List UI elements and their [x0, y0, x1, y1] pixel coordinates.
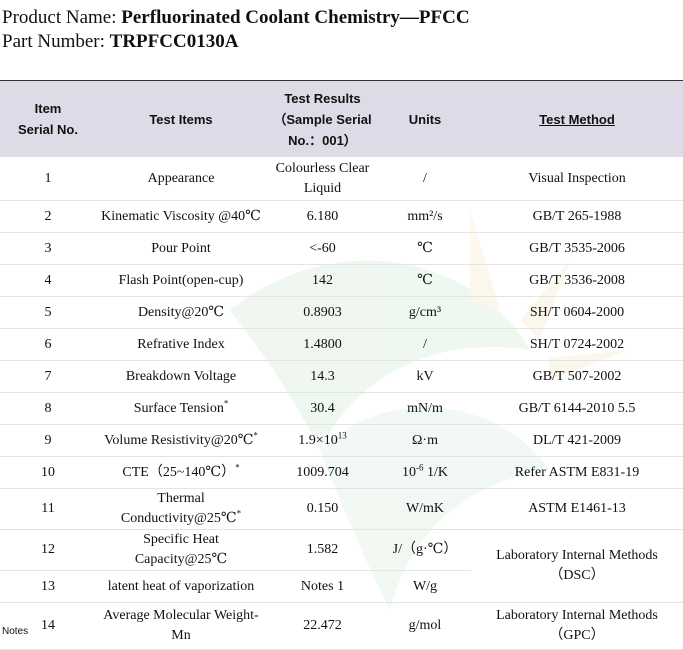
cell-serial: 11 [0, 488, 96, 530]
cell-method: ASTM E1461-13 [471, 488, 683, 530]
cell-test-item: Kinematic Viscosity @40℃ [96, 200, 266, 233]
cell-method: SH/T 0724-2002 [471, 328, 683, 361]
cell-unit: 10-6 1/K [379, 456, 471, 489]
cell-test-item: Surface Tension* [96, 392, 266, 425]
cell-unit: ℃ [379, 232, 471, 265]
cell-test-item: latent heat of vaporization [96, 570, 266, 603]
cell-test-item: Flash Point(open-cup) [96, 264, 266, 297]
col-results-header: Test Results （Sample Serial No.：001） [266, 80, 379, 157]
cell-serial: 2 [0, 200, 96, 233]
cell-serial: 6 [0, 328, 96, 361]
cell-test-item: Average Molecular Weight-Mn [96, 602, 266, 650]
cell-method: GB/T 3536-2008 [471, 264, 683, 297]
cell-result: 14.3 [266, 360, 379, 393]
part-label: Part Number: [2, 31, 110, 52]
cell-unit: g/cm³ [379, 296, 471, 329]
cell-test-item: Density@20℃ [96, 296, 266, 329]
cell-test-item: Thermal Conductivity@25℃* [96, 488, 266, 530]
spec-table: Item Serial No. Test Items Test Results （S… [0, 80, 683, 650]
cell-method: GB/T 3535-2006 [471, 232, 683, 265]
cell-serial: 1 [0, 157, 96, 201]
cell-test-item: Pour Point [96, 232, 266, 265]
cell-result: 6.180 [266, 200, 379, 233]
table-row: 5 Density@20℃ 0.8903 g/cm³ SH/T 0604-2000 [0, 296, 683, 329]
cell-unit: W/g [379, 570, 471, 603]
cell-test-item: Breakdown Voltage [96, 360, 266, 393]
cell-test-item: Appearance [96, 157, 266, 201]
cell-method: DL/T 421-2009 [471, 424, 683, 457]
cell-serial: 5 [0, 296, 96, 329]
table-row: 8 Surface Tension* 30.4 mN/m GB/T 6144-2010 … [0, 392, 683, 425]
table-row: 14 Average Molecular Weight-Mn 22.472 g/mol… [0, 602, 683, 650]
cell-test-item: Volume Resistivity@20℃* [96, 424, 266, 457]
cell-method: GB/T 265-1988 [471, 200, 683, 233]
cell-unit: mN/m [379, 392, 471, 425]
table-row: 2 Kinematic Viscosity @40℃ 6.180 mm²/s GB/T … [0, 200, 683, 233]
product-name-line: Product Name: Perfluorinated Coolant Che… [2, 6, 470, 30]
cell-result: 1.9×1013 [266, 424, 379, 457]
cell-unit: kV [379, 360, 471, 393]
cell-serial: 13 [0, 570, 96, 603]
col-units-header: Units [379, 80, 471, 157]
notes-label: Notes [2, 626, 29, 637]
cell-serial: 10 [0, 456, 96, 489]
table-row: 10 CTE（25~140℃）* 1009.704 10-6 1/K Refer AST… [0, 456, 683, 489]
cell-method: Laboratory Internal Methods（DSC） [471, 529, 683, 603]
product-name: Perfluorinated Coolant Chemistry—PFCC [121, 7, 470, 28]
document-header: Product Name: Perfluorinated Coolant Che… [2, 6, 470, 54]
cell-serial: 3 [0, 232, 96, 265]
cell-unit: Ω·m [379, 424, 471, 457]
cell-test-item: Specific Heat Capacity@25℃ [96, 529, 266, 571]
cell-serial: 7 [0, 360, 96, 393]
cell-result: 1009.704 [266, 456, 379, 489]
cell-method: Visual Inspection [471, 157, 683, 201]
cell-method: Laboratory Internal Methods（GPC） [471, 602, 683, 650]
cell-unit: / [379, 328, 471, 361]
cell-result: Notes 1 [266, 570, 379, 603]
cell-serial: 4 [0, 264, 96, 297]
table-row: 7 Breakdown Voltage 14.3 kV GB/T 507-2002 [0, 360, 683, 393]
cell-unit: J/（g·℃） [379, 529, 471, 571]
col-items-header: Test Items [96, 80, 266, 157]
product-label: Product Name: [2, 7, 122, 28]
table-row: 9 Volume Resistivity@20℃* 1.9×1013 Ω·m DL/T … [0, 424, 683, 457]
cell-method: GB/T 6144-2010 5.5 [471, 392, 683, 425]
cell-result: 22.472 [266, 602, 379, 650]
cell-unit: W/mK [379, 488, 471, 530]
part-number-line: Part Number: TRPFCC0130A [2, 30, 470, 54]
col-method-header: Test Method [471, 80, 683, 157]
cell-unit: ℃ [379, 264, 471, 297]
cell-result: 1.582 [266, 529, 379, 571]
cell-result: Colourless Clear Liquid [266, 157, 379, 201]
cell-serial: 12 [0, 529, 96, 571]
table-header-row: Item Serial No. Test Items Test Results （S… [0, 80, 683, 157]
table-row: 12 Specific Heat Capacity@25℃ 1.582 J/（g·℃）… [0, 529, 683, 603]
cell-method: SH/T 0604-2000 [471, 296, 683, 329]
cell-method: Refer ASTM E831-19 [471, 456, 683, 489]
col-serial-header: Item Serial No. [0, 80, 96, 157]
table-row: 6 Refrative Index 1.4800/SH/T 0724-2002 [0, 328, 683, 361]
cell-test-item: CTE（25~140℃）* [96, 456, 266, 489]
table-row: 13 latent heat of vaporization Notes 1 W/g [0, 570, 683, 603]
cell-unit: g/mol [379, 602, 471, 650]
cell-result: 0.8903 [266, 296, 379, 329]
cell-serial: 8 [0, 392, 96, 425]
part-number: TRPFCC0130A [109, 31, 239, 52]
cell-unit: mm²/s [379, 200, 471, 233]
cell-result: 0.150 [266, 488, 379, 530]
cell-method: GB/T 507-2002 [471, 360, 683, 393]
cell-serial: 9 [0, 424, 96, 457]
cell-result: <-60 [266, 232, 379, 265]
cell-result: 142 [266, 264, 379, 297]
cell-unit: / [379, 157, 471, 201]
table-row: 11 Thermal Conductivity@25℃* 0.150 W/mK ASTM… [0, 488, 683, 530]
cell-result: 30.4 [266, 392, 379, 425]
cell-result: 1.4800 [266, 328, 379, 361]
table-row: 4 Flash Point(open-cup) 142 ℃ GB/T 3536-2008 [0, 264, 683, 297]
table-row: 3 Pour Point <-60 ℃ GB/T 3535-2006 [0, 232, 683, 265]
cell-test-item: Refrative Index [96, 328, 266, 361]
table-row: 1 Appearance Colourless Clear Liquid / Visua… [0, 157, 683, 201]
